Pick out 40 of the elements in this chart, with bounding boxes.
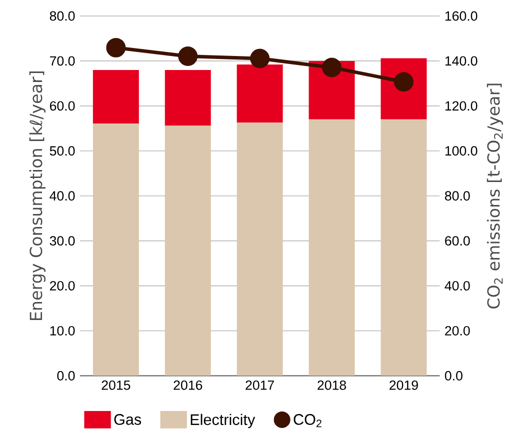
point xyxy=(106,38,126,58)
y-tick-label: 60.0 xyxy=(50,101,75,110)
y2-tick-label: 80.0 xyxy=(445,190,470,200)
y-tick-label: 20.0 xyxy=(50,280,75,290)
y-axis-title: Energy Consumption [kℓ/year] xyxy=(29,71,46,320)
point xyxy=(250,48,270,68)
y-tick-label: 70.0 xyxy=(50,56,75,66)
bar xyxy=(92,123,139,376)
legend-label: Electricity xyxy=(190,414,256,428)
legend-label: CO$_{2}$ xyxy=(294,414,322,427)
y-tick-label: 80.0 xyxy=(50,11,75,21)
bar xyxy=(164,70,211,126)
x-tick-label: 2019 xyxy=(390,380,418,390)
y2-tick-label: 120.0 xyxy=(445,101,478,110)
bar xyxy=(164,126,211,376)
y-tick-label: 0.0 xyxy=(57,370,75,380)
y-tick-label: 10.0 xyxy=(50,326,75,336)
bar xyxy=(92,70,139,124)
x-tick-label: 2018 xyxy=(318,380,346,390)
y-tick-label: 40.0 xyxy=(50,190,75,200)
y2-tick-label: 0.0 xyxy=(444,370,462,380)
point xyxy=(178,46,198,66)
y2-tick-label: 140.0 xyxy=(445,56,478,66)
y2-tick-label: 100.0 xyxy=(445,146,478,156)
bar xyxy=(308,119,355,376)
bar xyxy=(236,122,283,376)
bar xyxy=(236,64,283,122)
y2-tick-label: 20.0 xyxy=(445,326,470,336)
point xyxy=(322,58,342,78)
y2-tick-label: 40.0 xyxy=(444,280,470,290)
y2-tick-label: 160.0 xyxy=(445,11,478,21)
x-tick-label: 2017 xyxy=(246,380,274,390)
y-tick-label: 50.0 xyxy=(50,146,75,156)
y2-tick-label: 60.0 xyxy=(445,236,470,246)
y-tick-label: 30.0 xyxy=(50,236,75,246)
y2-axis-title: CO$_{2}$ emissions [t-CO$_{2}$/year] xyxy=(486,84,504,308)
x-tick-label: 2016 xyxy=(174,380,202,390)
legend-label: Gas xyxy=(114,414,142,425)
x-tick-label: 2015 xyxy=(102,380,130,390)
bar xyxy=(380,119,427,376)
